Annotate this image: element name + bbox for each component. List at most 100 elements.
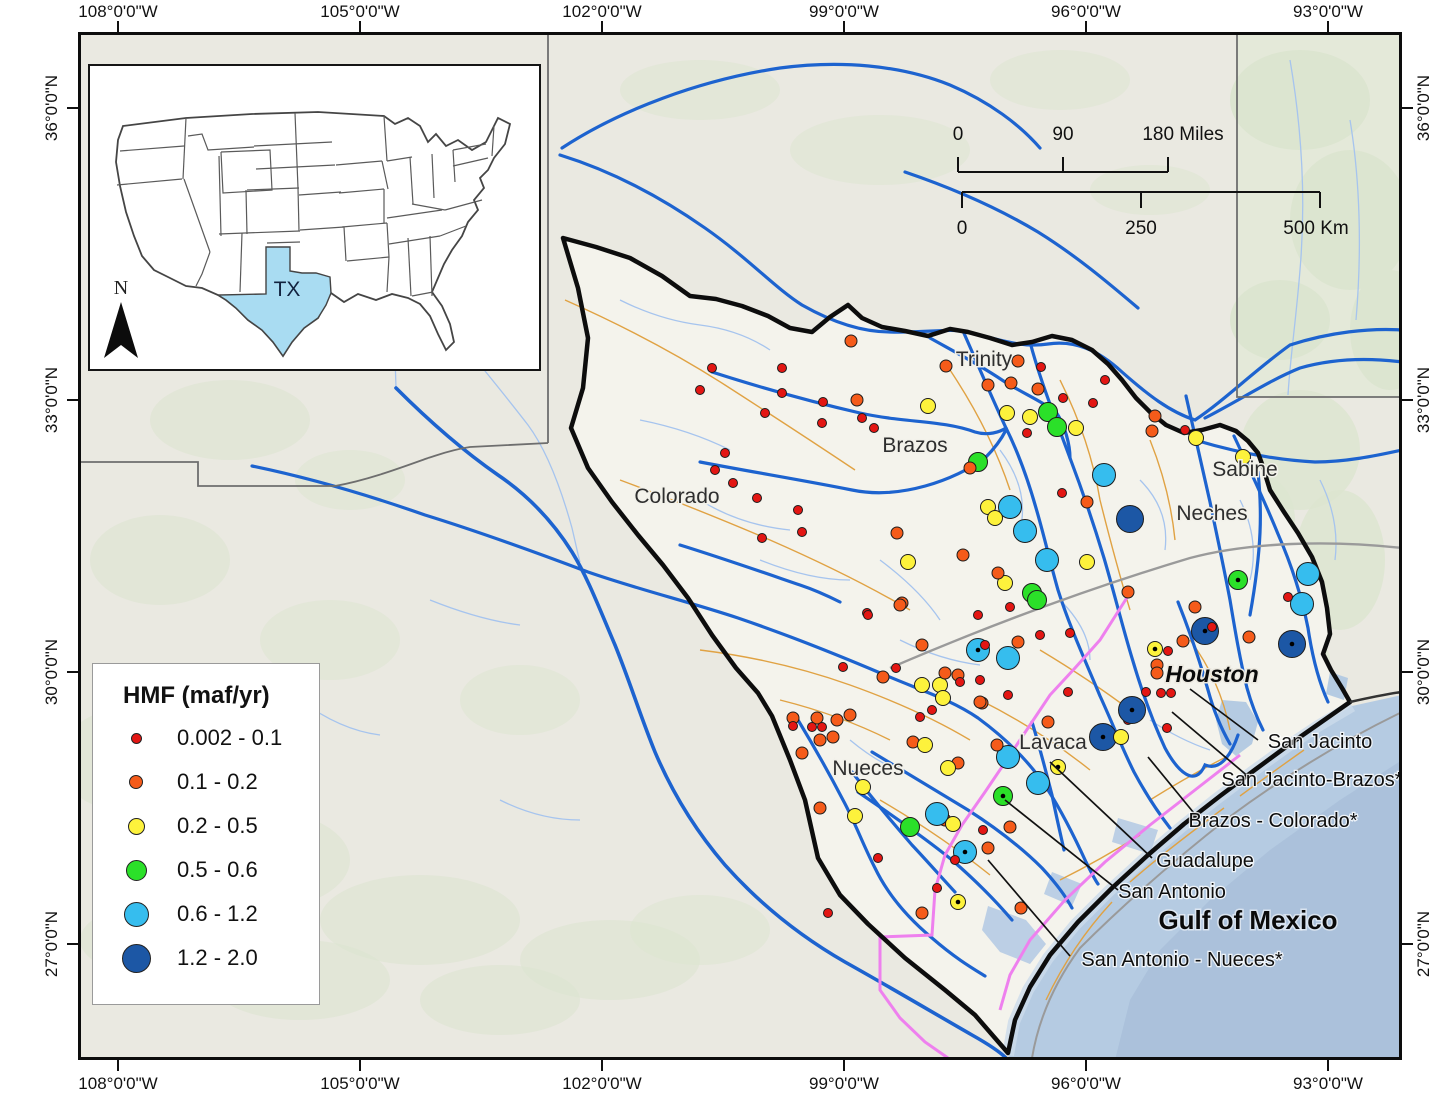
legend-row: 0.6 - 1.2 [115,892,319,936]
hmf-point [826,730,840,744]
highways [889,542,1403,1059]
axis-tick [67,399,78,401]
hmf-point [1047,417,1067,437]
hmf-point [869,423,879,433]
hmf-point [1162,723,1172,733]
scale-bar-km [961,191,1321,208]
hmf-point-center-dot [1235,577,1241,583]
hmf-point [1035,630,1045,640]
lat-label-right: 30°0'0"N [1414,638,1433,706]
axis-tick [843,1060,845,1071]
hmf-point [1057,488,1067,498]
scale-bar: 0 90 180 Miles 0 250 500 Km [953,124,1349,239]
hmf-point [956,548,970,562]
hmf-point [997,575,1013,591]
hmf-point [1188,600,1202,614]
hmf-point [797,527,807,537]
annotation-label: San Jacinto-Brazos* [1221,769,1402,791]
hmf-point [1180,425,1190,435]
north-label: N [114,277,128,299]
hmf-point [955,677,965,687]
hmf-point-center-dot [1129,707,1135,713]
legend-swatch-cell [115,775,157,789]
lon-label-bottom: 96°0'0"W [1051,1074,1121,1093]
annotation-label: San Jacinto [1268,731,1373,753]
hmf-point [991,566,1005,580]
miles-tick-90: 90 [1052,124,1073,145]
class2-swatch [129,775,143,789]
hmf-point [1163,646,1173,656]
hmf-point [1065,628,1075,638]
hmf-point [844,334,858,348]
lon-label-bottom: 99°0'0"W [809,1074,879,1093]
gulf-water [982,672,1402,1060]
hmf-point [1166,688,1176,698]
hmf-point [1013,519,1037,543]
axis-tick [1327,1060,1329,1071]
legend-label: 0.2 - 0.5 [177,813,258,838]
legend: HMF (maf/yr) 0.002 - 0.1 0.1 - 0.2 0.2 -… [92,663,320,1005]
us-locator-inset: TX N [88,64,541,371]
axis-tick [1402,671,1413,673]
hmf-point [1283,592,1293,602]
legend-label: 0.002 - 0.1 [177,725,283,750]
texas-label: TX [274,278,301,301]
hmf-point [760,408,770,418]
hmf-point [932,883,942,893]
legend-row: 1.2 - 2.0 [115,936,319,980]
annotation-leader-line [1171,711,1251,779]
axis-tick [1085,1060,1087,1071]
hmf-point [973,610,983,620]
hmf-point [810,711,824,725]
legend-swatch-cell [115,732,157,744]
axis-tick [601,21,603,32]
hmf-point [1022,409,1038,425]
legend-row: 0.2 - 0.5 [115,804,319,848]
us-state-lines [116,112,495,297]
hmf-point [1080,495,1094,509]
hmf-point [935,690,951,706]
hmf-point [996,646,1020,670]
annotation-leader-line [987,859,1071,957]
lon-label-top: 102°0'0"W [562,2,642,21]
annotation-label: San Antonio [1118,881,1226,903]
hmf-point [863,610,873,620]
hmf-point [987,510,1003,526]
hmf-point [1290,592,1314,616]
hmf-point [818,397,828,407]
basin-label: Lavaca [1019,731,1087,754]
annotation-leader-line [1189,688,1259,741]
hmf-point [981,378,995,392]
miles-tick-180: 180 Miles [1142,124,1223,145]
hmf-point [925,802,949,826]
hmf-point [807,722,817,732]
legend-swatch-cell [115,901,157,927]
annotation-label: Brazos - Colorado* [1189,810,1358,832]
hmf-point [1031,382,1045,396]
hmf-point [1011,354,1025,368]
hmf-point [1235,449,1251,465]
lon-label-bottom: 105°0'0"W [320,1074,400,1093]
basin-boundary-stroke [560,235,1353,1056]
hmf-point [1141,687,1151,697]
axis-tick [67,943,78,945]
hmf-point [1207,622,1217,632]
km-tick-500: 500 Km [1283,218,1348,239]
axis-tick [359,21,361,32]
lat-label-left: 33°0'0"N [42,366,61,434]
hmf-point-center-dot [1202,628,1208,634]
scale-bar-miles [957,157,1169,173]
hmf-point [1176,634,1190,648]
minor-streams [299,59,1361,821]
hmf-point [1092,463,1116,487]
hmf-point-center-dot [1289,641,1295,647]
axis-tick [1402,943,1413,945]
hmf-point-center-dot [1000,793,1006,799]
axis-tick [117,1060,119,1071]
hmf-point [950,855,960,865]
legend-swatch-cell [115,943,157,973]
legend-row: 0.5 - 0.6 [115,848,319,892]
hmf-point [1036,362,1046,372]
km-tick-0: 0 [957,218,968,239]
hmf-point [893,598,907,612]
